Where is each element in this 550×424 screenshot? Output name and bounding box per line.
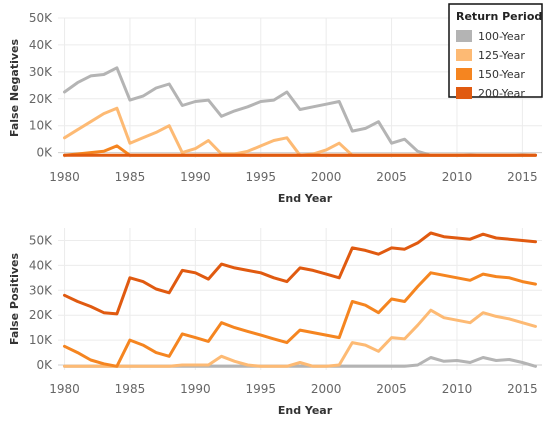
y-tick-label: 50K bbox=[29, 233, 53, 247]
y-tick-label: 50K bbox=[29, 11, 53, 25]
x-tick-label: 2005 bbox=[376, 382, 407, 396]
legend-swatch bbox=[456, 68, 472, 80]
x-tick-label: 2015 bbox=[507, 382, 538, 396]
x-tick-label: 1980 bbox=[49, 170, 80, 184]
legend-swatch bbox=[456, 49, 472, 61]
x-tick-label: 2015 bbox=[507, 170, 538, 184]
x-tick-label: 1985 bbox=[115, 170, 146, 184]
series-line-125-year bbox=[63, 308, 537, 368]
y-tick-label: 30K bbox=[29, 283, 53, 297]
x-tick-label: 1990 bbox=[180, 170, 211, 184]
legend-swatch bbox=[456, 87, 472, 99]
x-tick-label: 2000 bbox=[311, 382, 342, 396]
false-positives-panel: 0K 10K 20K 30K 40K 50K 1980 1985 1990 1995 2000 200… bbox=[8, 228, 542, 417]
y-axis-title: False Negatives bbox=[8, 39, 21, 138]
series-line-125-year bbox=[63, 106, 537, 157]
y-tick-label: 40K bbox=[29, 38, 53, 52]
y-tick-label: 40K bbox=[29, 258, 53, 272]
x-tick-label: 2010 bbox=[442, 382, 473, 396]
legend-items: 100-Year 125-Year 150-Year 200-Year bbox=[456, 30, 525, 100]
y-tick-label: 20K bbox=[29, 308, 53, 322]
y-tick-label: 0K bbox=[36, 146, 53, 160]
y-tick-label: 20K bbox=[29, 92, 53, 106]
y-tick-label: 30K bbox=[29, 65, 53, 79]
series-line-150-year bbox=[63, 271, 537, 368]
x-tick-label: 2010 bbox=[442, 170, 473, 184]
legend-label: 100-Year bbox=[478, 30, 525, 43]
x-tick-label: 2000 bbox=[311, 170, 342, 184]
x-tick-label: 1990 bbox=[180, 382, 211, 396]
x-axis-title: End Year bbox=[278, 192, 333, 205]
legend-title: Return Period bbox=[456, 10, 542, 23]
legend-label: 125-Year bbox=[478, 49, 525, 62]
legend-label: 150-Year bbox=[478, 68, 525, 81]
y-axis-title: False Positives bbox=[8, 253, 21, 345]
legend: Return Period 100-Year 125-Year 150-Year 20… bbox=[448, 3, 543, 100]
x-tick-label: 1980 bbox=[49, 382, 80, 396]
false-negatives-panel: 0K 10K 20K 30K 40K 50K 1980 1985 1990 1995 2000 200… bbox=[8, 11, 542, 205]
legend-label: 200-Year bbox=[478, 87, 525, 100]
legend-swatch bbox=[456, 30, 472, 42]
y-tick-label: 10K bbox=[29, 333, 53, 347]
series-line-200-year bbox=[63, 231, 537, 316]
y-tick-label: 10K bbox=[29, 119, 53, 133]
x-tick-label: 2005 bbox=[376, 170, 407, 184]
x-tick-label: 1985 bbox=[115, 382, 146, 396]
y-tick-label: 0K bbox=[36, 358, 53, 372]
x-tick-label: 1995 bbox=[245, 382, 276, 396]
x-tick-label: 1995 bbox=[245, 170, 276, 184]
x-axis-title: End Year bbox=[278, 404, 333, 417]
